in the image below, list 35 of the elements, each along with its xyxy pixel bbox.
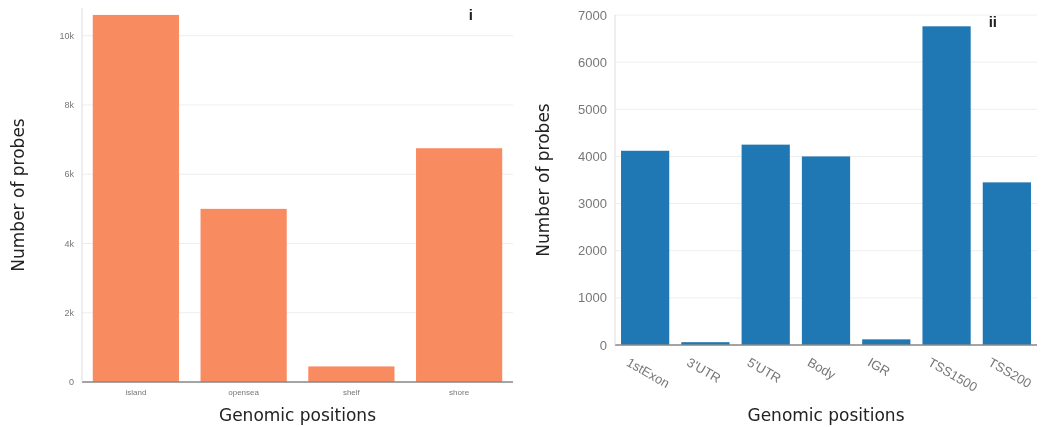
x-axis-title: Genomic positions bbox=[218, 405, 377, 425]
y-tick-label: 1000 bbox=[578, 290, 607, 306]
y-tick-label: 6000 bbox=[578, 54, 607, 70]
y-tick-label: 2000 bbox=[578, 243, 607, 259]
y-tick-label: 3000 bbox=[578, 196, 607, 212]
bar bbox=[92, 14, 179, 382]
x-tick-label: shore bbox=[449, 388, 470, 397]
y-tick-label: 6k bbox=[64, 169, 75, 180]
y-axis-title: Number of probes bbox=[533, 103, 553, 257]
bar bbox=[416, 148, 503, 382]
x-tick-label: Body bbox=[804, 354, 839, 383]
annotation: i bbox=[468, 6, 473, 23]
x-tick-label: island bbox=[125, 388, 147, 397]
y-tick-label: 0 bbox=[68, 377, 74, 388]
y-axis-title: Number of probes bbox=[8, 118, 28, 272]
bar bbox=[621, 150, 670, 345]
y-tick-label: 8k bbox=[64, 100, 75, 111]
bar bbox=[801, 156, 851, 345]
y-tick-label: 2k bbox=[64, 307, 75, 318]
y-tick-label: 0 bbox=[599, 337, 607, 353]
y-tick-label: 4000 bbox=[578, 148, 607, 164]
y-tick-label: 7000 bbox=[578, 7, 607, 23]
annotation: ii bbox=[988, 13, 997, 30]
y-tick-label: 10k bbox=[59, 30, 75, 41]
x-tick-label: IGR bbox=[865, 354, 893, 380]
y-tick-label: 5000 bbox=[578, 101, 607, 117]
bar bbox=[922, 26, 971, 345]
x-axis-title: Genomic positions bbox=[747, 405, 905, 425]
bar bbox=[982, 182, 1031, 345]
bar bbox=[200, 208, 287, 382]
x-tick-label: opensea bbox=[228, 388, 260, 397]
y-tick-label: 4k bbox=[64, 238, 75, 249]
x-tick-label: shelf bbox=[342, 388, 361, 397]
bar bbox=[741, 144, 790, 345]
bar bbox=[308, 366, 395, 382]
